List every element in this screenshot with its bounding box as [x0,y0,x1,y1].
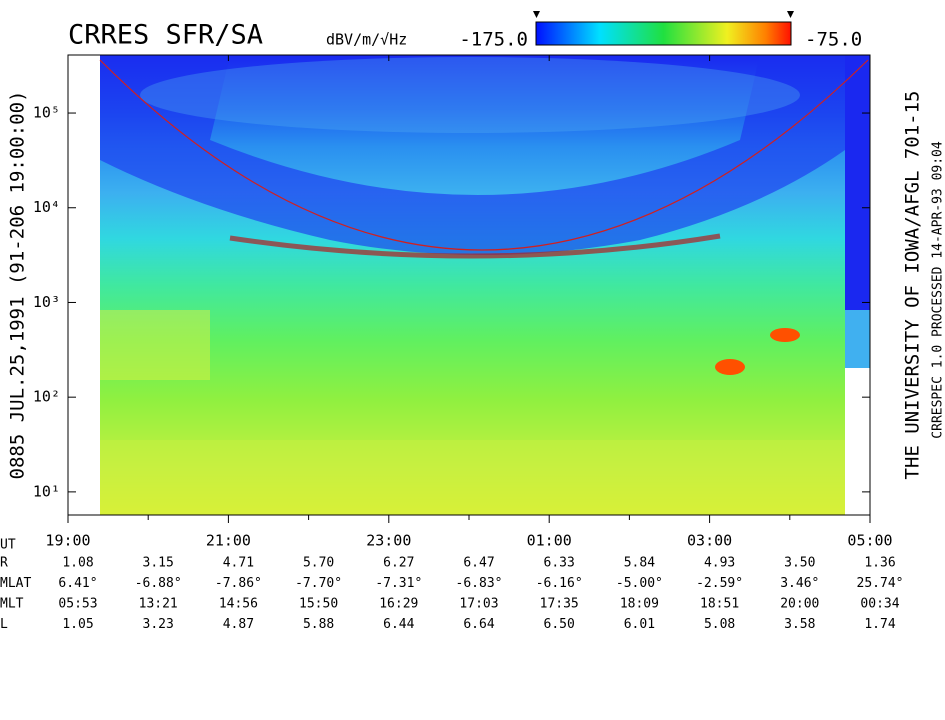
ephemeris-value: 20:00 [780,597,819,612]
ephemeris-value: 13:21 [139,597,178,612]
ephemeris-value: -7.70° [295,576,342,591]
x-tick-label: 21:00 [206,532,251,550]
ephemeris-value: 1.08 [62,556,93,571]
ephemeris-value: 14:56 [219,597,258,612]
ephemeris-value: 1.36 [864,556,895,571]
ephemeris-value: 6.33 [544,556,575,571]
ephemeris-value: -5.00° [616,576,663,591]
ephemeris-value: -6.83° [456,576,503,591]
ephemeris-value: 6.44 [383,617,414,632]
ephemeris-value: 16:29 [379,597,418,612]
ephemeris-value: 15:50 [299,597,338,612]
ephemeris-value: -7.86° [215,576,262,591]
ephemeris-value: 3.46° [780,576,819,591]
ephemeris-label: L [0,617,8,632]
left-label: 0885 JUL.25,1991 (91-206 19:00:00) [7,91,29,480]
ephemeris-value: -7.31° [375,576,422,591]
ephemeris-value: 6.27 [383,556,414,571]
ephemeris-value: 6.41° [58,576,97,591]
x-tick-label: 03:00 [687,532,732,550]
ephemeris-value: 6.64 [463,617,494,632]
x-tick-label: 23:00 [366,532,411,550]
colorbar-max: -75.0 [805,29,862,51]
ephemeris-value: 6.47 [463,556,494,571]
ephemeris-label: MLT [0,597,24,612]
ephemeris-label: R [0,556,8,571]
ephemeris-value: 5.70 [303,556,334,571]
ephemeris-value: 6.01 [624,617,655,632]
ephemeris-value: 17:03 [459,597,498,612]
ephemeris-value: 4.71 [223,556,254,571]
ephemeris-value: 5.84 [624,556,655,571]
y-tick-label: 10⁵ [33,104,60,122]
ephemeris-value: 18:09 [620,597,659,612]
y-tick-label: 10³ [33,293,60,311]
ephemeris-value: 5.88 [303,617,334,632]
chart-title: CRRES SFR/SA [68,20,263,51]
ephemeris-value: -6.88° [135,576,182,591]
ephemeris-value: 3.15 [143,556,174,571]
x-tick-label: 19:00 [45,532,90,550]
ephemeris-value: 1.74 [864,617,895,632]
ephemeris-value: 18:51 [700,597,739,612]
y-tick-label: 10¹ [33,482,60,500]
ephemeris-value: 05:53 [58,597,97,612]
colorbar-unit: dBV/m/√Hz [326,31,407,49]
ephemeris-value: 4.87 [223,617,254,632]
ephemeris-value: 3.58 [784,617,815,632]
ephemeris-label: MLAT [0,576,31,591]
right-note: CRRESPEC 1.0 PROCESSED 14-APR-93 09:04 [931,141,945,439]
ephemeris-value: 25.74° [857,576,904,591]
spectrogram [99,55,870,515]
x-tick-label: 01:00 [527,532,572,550]
y-tick-label: 10⁴ [33,198,60,216]
ephemeris-value: 00:34 [860,597,899,612]
y-tick-label: 10² [33,388,60,406]
ephemeris-value: 1.05 [62,617,93,632]
colorbar-markers [533,11,794,18]
right-label: THE UNIVERSITY OF IOWA/AFGL 701-15 [902,91,924,480]
x-axis-label: UT [0,538,16,553]
ephemeris-value: 17:35 [540,597,579,612]
colorbar-min: -175.0 [459,29,528,51]
ephemeris-value: -6.16° [536,576,583,591]
ephemeris-value: -2.59° [696,576,743,591]
ephemeris-value: 4.93 [704,556,735,571]
x-tick-label: 05:00 [847,532,892,550]
ephemeris-value: 3.50 [784,556,815,571]
colorbar [535,21,792,46]
ephemeris-value: 5.08 [704,617,735,632]
ephemeris-value: 6.50 [544,617,575,632]
ephemeris-value: 3.23 [143,617,174,632]
